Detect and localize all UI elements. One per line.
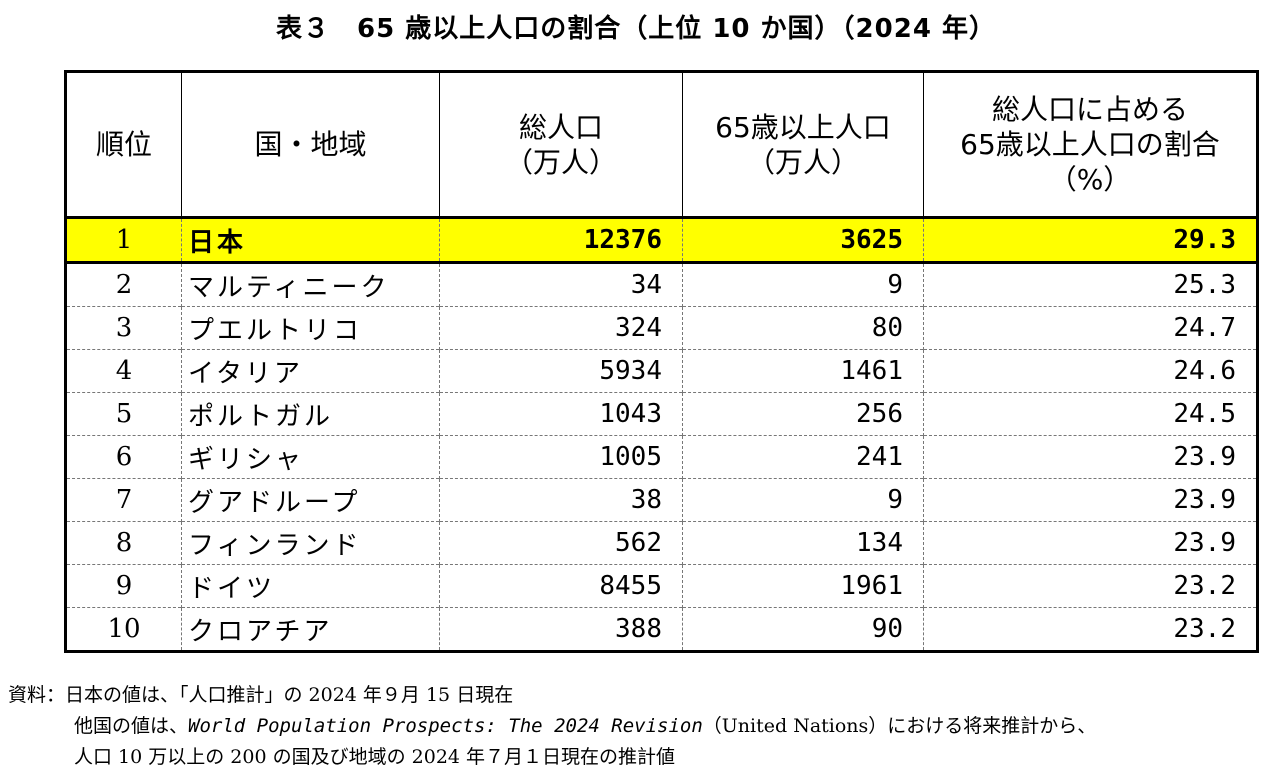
country-cell: クロアチア [181, 607, 440, 652]
country-cell: 日本 [181, 217, 440, 264]
header-aged-population: 65歳以上人口 （万人） [682, 71, 924, 219]
source-publication-title: World Population Prospects: The 2024 Rev… [188, 715, 703, 737]
country-cell: フィンランド [181, 521, 440, 565]
header-aged-ratio: 総人口に占める 65歳以上人口の割合 （%） [923, 71, 1258, 219]
total-population-cell: 38 [439, 478, 683, 522]
header-total-population: 総人口 （万人） [439, 71, 683, 219]
rank-cell: 10 [65, 607, 182, 652]
country-cell: マルティニーク [181, 262, 440, 307]
table-row: 5 ポルトガル 1043 256 24.5 [65, 392, 1258, 436]
table-row: 2 マルティニーク 34 9 25.3 [65, 262, 1258, 307]
country-cell: ギリシャ [181, 435, 440, 479]
rank-cell: 2 [65, 262, 182, 307]
header-total-line1: 総人口 [518, 110, 603, 144]
aged-ratio-cell: 23.9 [923, 478, 1258, 522]
table-title: 表３ 65 歳以上人口の割合（上位 10 か国）（2024 年） [276, 14, 996, 44]
aged-population-cell: 90 [682, 607, 924, 652]
table-row: 1 日本 12376 3625 29.3 [65, 217, 1258, 264]
total-population-cell: 562 [439, 521, 683, 565]
header-row: 順位 国・地域 総人口 （万人） 65歳以上人口 （万人） 総人口に占める 65… [65, 71, 1258, 219]
total-population-cell: 1005 [439, 435, 683, 479]
source-line-2-prefix: 他国の値は、 [74, 715, 189, 737]
source-line-1: 資料：日本の値は、「人口推計」の 2024 年９月 15 日現在 [8, 684, 514, 706]
table-row: 3 プエルトリコ 324 80 24.7 [65, 306, 1258, 350]
rank-cell: 3 [65, 306, 182, 350]
aged-population-cell: 1461 [682, 349, 924, 393]
rank-cell: 1 [65, 217, 182, 264]
table-row: 8 フィンランド 562 134 23.9 [65, 521, 1258, 565]
country-cell: ポルトガル [181, 392, 440, 436]
aged-ratio-cell: 25.3 [923, 262, 1258, 307]
aged-population-cell: 1961 [682, 564, 924, 608]
aged-ratio-cell: 23.9 [923, 435, 1258, 479]
aged-ratio-cell: 23.2 [923, 564, 1258, 608]
header-country: 国・地域 [181, 71, 440, 219]
aged-ratio-cell: 23.9 [923, 521, 1258, 565]
header-aged-line2: （万人） [746, 145, 859, 179]
source-note: 資料：日本の値は、「人口推計」の 2024 年９月 15 日現在 他国の値は、W… [8, 680, 1096, 773]
population-table: 順位 国・地域 総人口 （万人） 65歳以上人口 （万人） 総人口に占める 65… [64, 70, 1259, 653]
rank-cell: 9 [65, 564, 182, 608]
table-row: 7 グアドループ 38 9 23.9 [65, 478, 1258, 522]
header-rank: 順位 [65, 71, 182, 219]
aged-ratio-cell: 29.3 [923, 217, 1258, 264]
country-cell: グアドループ [181, 478, 440, 522]
source-line-2-suffix: （United Nations）における将来推計から、 [702, 715, 1097, 737]
aged-ratio-cell: 24.7 [923, 306, 1258, 350]
rank-cell: 7 [65, 478, 182, 522]
source-line-3: 人口 10 万以上の 200 の国及び地域の 2024 年７月１日現在の推計値 [74, 746, 676, 768]
rank-cell: 8 [65, 521, 182, 565]
table-row: 10 クロアチア 388 90 23.2 [65, 607, 1258, 652]
rank-cell: 5 [65, 392, 182, 436]
header-aged-line1: 65歳以上人口 [715, 110, 891, 144]
header-ratio-line1: 総人口に占める [991, 93, 1188, 126]
aged-population-cell: 9 [682, 262, 924, 307]
table-row: 4 イタリア 5934 1461 24.6 [65, 349, 1258, 393]
table-row: 6 ギリシャ 1005 241 23.9 [65, 435, 1258, 479]
aged-population-cell: 256 [682, 392, 924, 436]
rank-cell: 6 [65, 435, 182, 479]
total-population-cell: 34 [439, 262, 683, 307]
aged-population-cell: 9 [682, 478, 924, 522]
country-cell: イタリア [181, 349, 440, 393]
header-ratio-line2: 65歳以上人口の割合 [960, 128, 1220, 161]
total-population-cell: 388 [439, 607, 683, 652]
aged-ratio-cell: 23.2 [923, 607, 1258, 652]
country-cell: プエルトリコ [181, 306, 440, 350]
total-population-cell: 1043 [439, 392, 683, 436]
aged-population-cell: 241 [682, 435, 924, 479]
total-population-cell: 12376 [439, 217, 683, 264]
header-ratio-line3: （%） [1048, 163, 1132, 196]
table-row: 9 ドイツ 8455 1961 23.2 [65, 564, 1258, 608]
aged-ratio-cell: 24.6 [923, 349, 1258, 393]
aged-population-cell: 134 [682, 521, 924, 565]
country-cell: ドイツ [181, 564, 440, 608]
total-population-cell: 324 [439, 306, 683, 350]
aged-population-cell: 3625 [682, 217, 924, 264]
source-line-2: 他国の値は、World Population Prospects: The 20… [8, 711, 1096, 742]
aged-ratio-cell: 24.5 [923, 392, 1258, 436]
total-population-cell: 5934 [439, 349, 683, 393]
total-population-cell: 8455 [439, 564, 683, 608]
rank-cell: 4 [65, 349, 182, 393]
aged-population-cell: 80 [682, 306, 924, 350]
header-total-line2: （万人） [504, 145, 617, 179]
